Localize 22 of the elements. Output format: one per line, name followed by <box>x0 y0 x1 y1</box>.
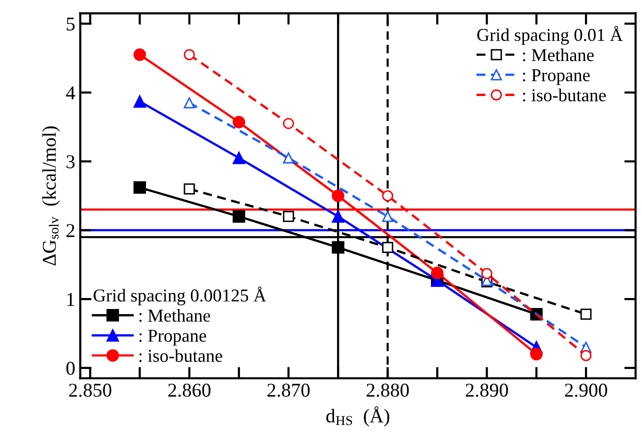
legend-label: : Propane <box>523 69 590 85</box>
x-tick-label: 2.890 <box>466 384 508 397</box>
x-tick-label: 2.870 <box>267 384 310 397</box>
y-tick-label: 1 <box>67 292 74 306</box>
legend-label: : Propane <box>139 330 206 346</box>
y-tick-label: 0 <box>66 362 75 375</box>
x-axis-title: d$_{HS}$ (Å) <box>326 406 390 426</box>
legend-label: : Methane <box>139 309 210 322</box>
x-tick-label: 2.900 <box>564 384 608 397</box>
x-tick-label: 2.850 <box>69 384 112 397</box>
text: Grid spacing 0.01 Å <box>477 26 623 45</box>
text: Grid spacing 0.00125 Å <box>94 286 266 306</box>
y-tick-label: 4 <box>66 86 76 100</box>
x-tick-label: 2.860 <box>168 384 210 397</box>
y-axis-title: ΔG$_{solv}$ (kcal/mol) <box>42 126 60 266</box>
legend-label: : iso-butane <box>139 349 222 362</box>
y-tick-label: 2 <box>66 224 74 237</box>
y-tick-label: 5 <box>66 18 75 31</box>
legend-label: : iso-butane <box>523 88 606 102</box>
y-tick-label: 3 <box>66 155 75 168</box>
x-tick-label: 2.880 <box>366 384 409 397</box>
legend-label: : Methane <box>523 48 594 62</box>
